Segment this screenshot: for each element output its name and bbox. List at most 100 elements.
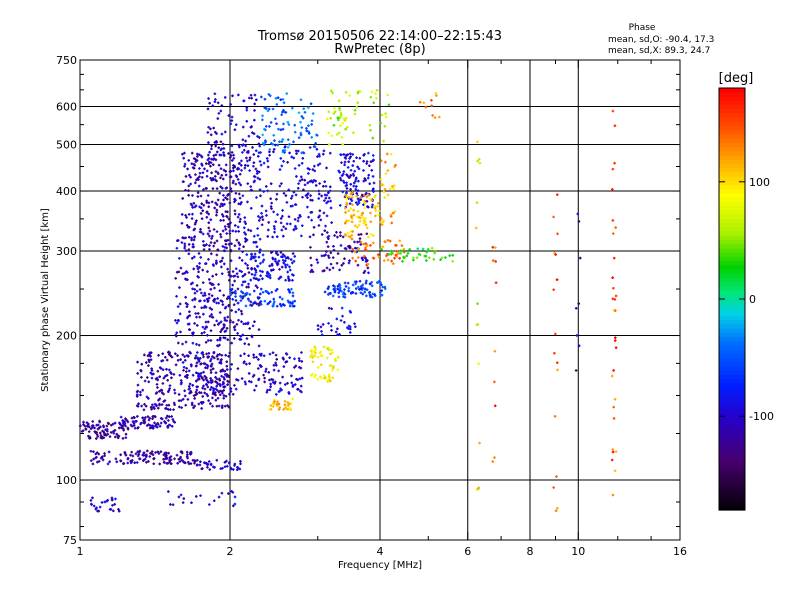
data-point	[270, 207, 273, 210]
data-point	[212, 300, 216, 303]
data-point	[139, 422, 142, 426]
data-point	[216, 171, 220, 175]
data-point	[199, 228, 202, 231]
data-point	[282, 160, 285, 163]
data-point	[179, 330, 182, 334]
data-point	[244, 238, 248, 241]
data-point	[245, 337, 249, 340]
colorbar-segment	[719, 176, 745, 182]
data-point	[309, 256, 312, 260]
data-point	[244, 382, 247, 386]
data-point	[167, 423, 171, 427]
data-point	[200, 467, 203, 471]
data-point	[349, 197, 353, 201]
data-point	[228, 156, 232, 159]
data-point	[491, 259, 495, 262]
data-point	[384, 112, 387, 115]
data-point	[351, 256, 354, 260]
data-point	[220, 272, 224, 275]
data-point	[238, 220, 242, 223]
data-point	[218, 379, 222, 382]
data-point	[191, 212, 194, 216]
data-point	[253, 388, 256, 392]
data-point	[247, 299, 251, 302]
data-point	[256, 176, 260, 180]
data-point	[160, 403, 164, 406]
colorbar-segment	[719, 256, 745, 262]
data-point	[154, 423, 158, 427]
data-point	[100, 501, 104, 504]
data-point	[217, 146, 221, 149]
data-point	[266, 302, 269, 306]
data-point	[279, 217, 283, 220]
data-point	[154, 451, 157, 454]
data-point	[261, 114, 264, 118]
data-point	[368, 197, 372, 201]
data-point	[359, 240, 363, 244]
data-point	[281, 259, 285, 262]
data-point	[214, 158, 218, 162]
colorbar-segment	[719, 349, 745, 355]
data-point	[250, 267, 253, 271]
data-point	[313, 345, 316, 349]
data-point	[358, 237, 362, 240]
data-point	[215, 355, 219, 358]
data-point	[198, 167, 201, 170]
data-point	[347, 327, 350, 330]
data-point	[214, 391, 217, 395]
data-point	[344, 116, 348, 120]
data-point	[324, 224, 327, 228]
data-point	[315, 258, 319, 262]
data-point	[277, 259, 281, 263]
data-point	[230, 363, 234, 366]
colorbar-segment	[719, 168, 745, 173]
data-point	[286, 120, 290, 124]
colorbar-segment	[719, 400, 745, 406]
data-point	[273, 300, 276, 304]
data-point	[330, 134, 334, 138]
data-point	[192, 267, 196, 271]
data-point	[379, 220, 382, 224]
data-point	[233, 165, 236, 169]
data-point	[276, 253, 280, 257]
data-point	[199, 371, 203, 375]
data-point	[339, 319, 343, 322]
data-point	[143, 379, 147, 383]
data-point	[240, 283, 244, 287]
data-point	[270, 251, 273, 254]
data-point	[342, 262, 345, 265]
data-point	[234, 387, 238, 391]
colorbar-segment	[719, 476, 745, 482]
data-point	[314, 184, 318, 187]
data-point	[105, 424, 109, 428]
data-point	[233, 495, 237, 499]
data-point	[173, 457, 176, 461]
data-point	[343, 281, 347, 285]
data-point	[222, 394, 226, 397]
data-point	[347, 324, 351, 328]
data-point	[252, 356, 256, 359]
data-point	[356, 209, 360, 213]
data-point	[219, 299, 223, 302]
colorbar-segment	[719, 197, 745, 203]
data-point	[211, 163, 215, 166]
data-point	[280, 164, 284, 168]
data-point	[338, 107, 341, 110]
data-point	[224, 305, 228, 309]
data-point	[215, 213, 218, 217]
data-point	[196, 155, 199, 158]
data-point	[349, 155, 352, 159]
data-point	[339, 176, 342, 180]
data-point	[243, 216, 247, 219]
data-point	[221, 466, 224, 470]
data-point	[269, 276, 272, 280]
data-point	[201, 209, 205, 212]
data-point	[168, 368, 171, 372]
data-point	[222, 396, 226, 400]
data-point	[307, 172, 310, 175]
data-point	[256, 155, 260, 158]
data-point	[231, 283, 234, 287]
data-point	[476, 140, 479, 144]
data-point	[368, 164, 371, 168]
data-point	[218, 353, 221, 356]
